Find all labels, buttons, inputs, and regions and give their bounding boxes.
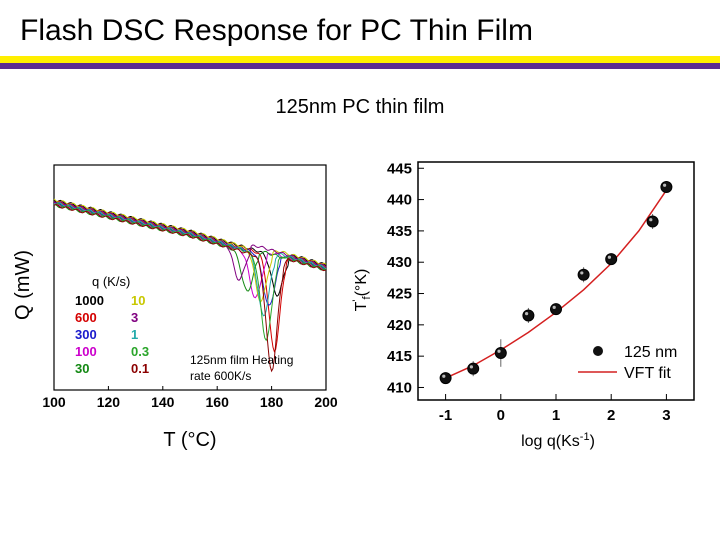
tf-data-point <box>467 362 480 375</box>
title-underline-purple <box>0 63 720 69</box>
dsc-curve-30 <box>53 203 326 292</box>
dsc-y-axis-label: Q (mW) <box>12 250 34 320</box>
legend-label-vft: VFT fit <box>624 365 671 382</box>
dsc-legend-entry: 300 <box>75 327 97 342</box>
tf-data-point <box>494 347 507 360</box>
tf-data-point <box>646 215 659 228</box>
dsc-plot-frame <box>53 164 327 391</box>
tf-data-points <box>439 181 673 385</box>
tf-x-tick-label: -1 <box>439 407 452 424</box>
tf-y-label-sup: ' <box>351 299 363 301</box>
tf-x-tick-label: 0 <box>497 407 505 424</box>
dsc-annotation-line1: 125nm film Heating <box>190 353 293 367</box>
dsc-legend-entry: 100 <box>75 344 97 359</box>
dsc-curves <box>53 198 327 373</box>
tf-data-point <box>660 181 673 194</box>
tf-x-label-main: log q(Ks <box>521 433 580 450</box>
dsc-legend-entry: 0.3 <box>131 344 149 359</box>
dsc-legend-entry: 0.1 <box>131 361 149 376</box>
tf-data-point-highlight <box>497 349 501 353</box>
tf-data-point-highlight <box>442 374 446 378</box>
dsc-curve-0.1 <box>53 204 327 373</box>
tf-data-point-highlight <box>649 218 653 222</box>
dsc-curve-600 <box>53 200 327 353</box>
dsc-legend-title: q (K/s) <box>92 274 130 289</box>
tf-data-point <box>522 309 535 322</box>
tf-y-tick-label: 410 <box>387 379 412 396</box>
tf-y-tick-label: 445 <box>387 160 412 177</box>
dsc-x-tick-label: 120 <box>97 394 121 410</box>
tf-data-point <box>550 303 562 316</box>
dsc-curve-1 <box>53 202 327 317</box>
tf-y-axis-label: T'f(°K) <box>351 269 373 312</box>
tf-data-point-highlight <box>607 255 612 259</box>
tf-y-tick-label: 440 <box>387 192 412 209</box>
tf-data-point <box>577 268 590 281</box>
dsc-x-tick-label: 140 <box>151 394 175 410</box>
tf-plot-frame <box>417 161 695 401</box>
dsc-legend-entry: 600 <box>75 310 97 325</box>
dsc-x-ticks: 100 120 140 160 180 200 <box>42 386 338 410</box>
tf-y-tick-label: 430 <box>387 254 412 271</box>
dsc-legend-entry: 3 <box>131 310 138 325</box>
tf-x-tick-label: 3 <box>662 407 670 424</box>
tf-y-label-base: T <box>353 301 370 311</box>
dsc-legend: 1000 600 300 100 30 10 3 1 0.3 0.1 <box>75 293 149 376</box>
tf-x-tick-label: 1 <box>552 407 560 424</box>
title-underline-yellow <box>0 56 720 63</box>
tf-y-tick-label: 425 <box>387 286 412 303</box>
dsc-x-axis-label: T (°C) <box>163 429 216 451</box>
tf-y-tick-label: 420 <box>387 317 412 334</box>
tf-y-label-sub: f <box>361 295 373 299</box>
tf-data-point-highlight <box>552 305 556 309</box>
tf-data-point-highlight <box>469 365 473 369</box>
tf-data-point <box>605 253 618 266</box>
slide-subtitle: 125nm PC thin film <box>275 96 445 118</box>
tf-data-point <box>439 372 452 385</box>
dsc-legend-entry: 1 <box>131 327 138 342</box>
slide-title: Flash DSC Response for PC Thin Film <box>20 14 533 47</box>
dsc-x-tick-label: 100 <box>42 394 66 410</box>
dsc-x-tick-label: 200 <box>314 394 338 410</box>
dsc-curve-100 <box>53 202 327 299</box>
dsc-x-tick-label: 180 <box>260 394 284 410</box>
tf-data-point-highlight <box>663 183 667 187</box>
dsc-legend-entry: 10 <box>131 293 145 308</box>
dsc-annotation-line2: rate 600K/s <box>190 369 251 383</box>
tf-ticks: -1 0 1 2 3 410 415 420 425 430 435 440 445 <box>387 160 671 424</box>
tf-y-tick-label: 415 <box>387 348 412 365</box>
dsc-curve-0.3 <box>53 203 326 342</box>
tf-x-label-sup: -1 <box>580 431 590 443</box>
tf-x-axis-label: log q(Ks-1) <box>521 431 595 450</box>
tf-y-tick-label: 435 <box>387 223 412 240</box>
dsc-chart: 100 120 140 160 180 200 Q (mW) T (°C) q (K/s)… <box>12 164 338 451</box>
tf-data-point-highlight <box>525 312 529 316</box>
tf-x-label-end: ) <box>590 433 595 450</box>
tf-data-point-highlight <box>580 271 584 275</box>
tf-x-tick-label: 2 <box>607 407 615 424</box>
dsc-x-tick-label: 160 <box>206 394 230 410</box>
dsc-legend-entry: 1000 <box>75 293 104 308</box>
tf-y-label-unit: (°K) <box>353 269 370 297</box>
legend-marker-125nm <box>593 346 603 356</box>
legend-label-125nm: 125 nm <box>624 344 677 361</box>
dsc-legend-entry: 30 <box>75 361 89 376</box>
